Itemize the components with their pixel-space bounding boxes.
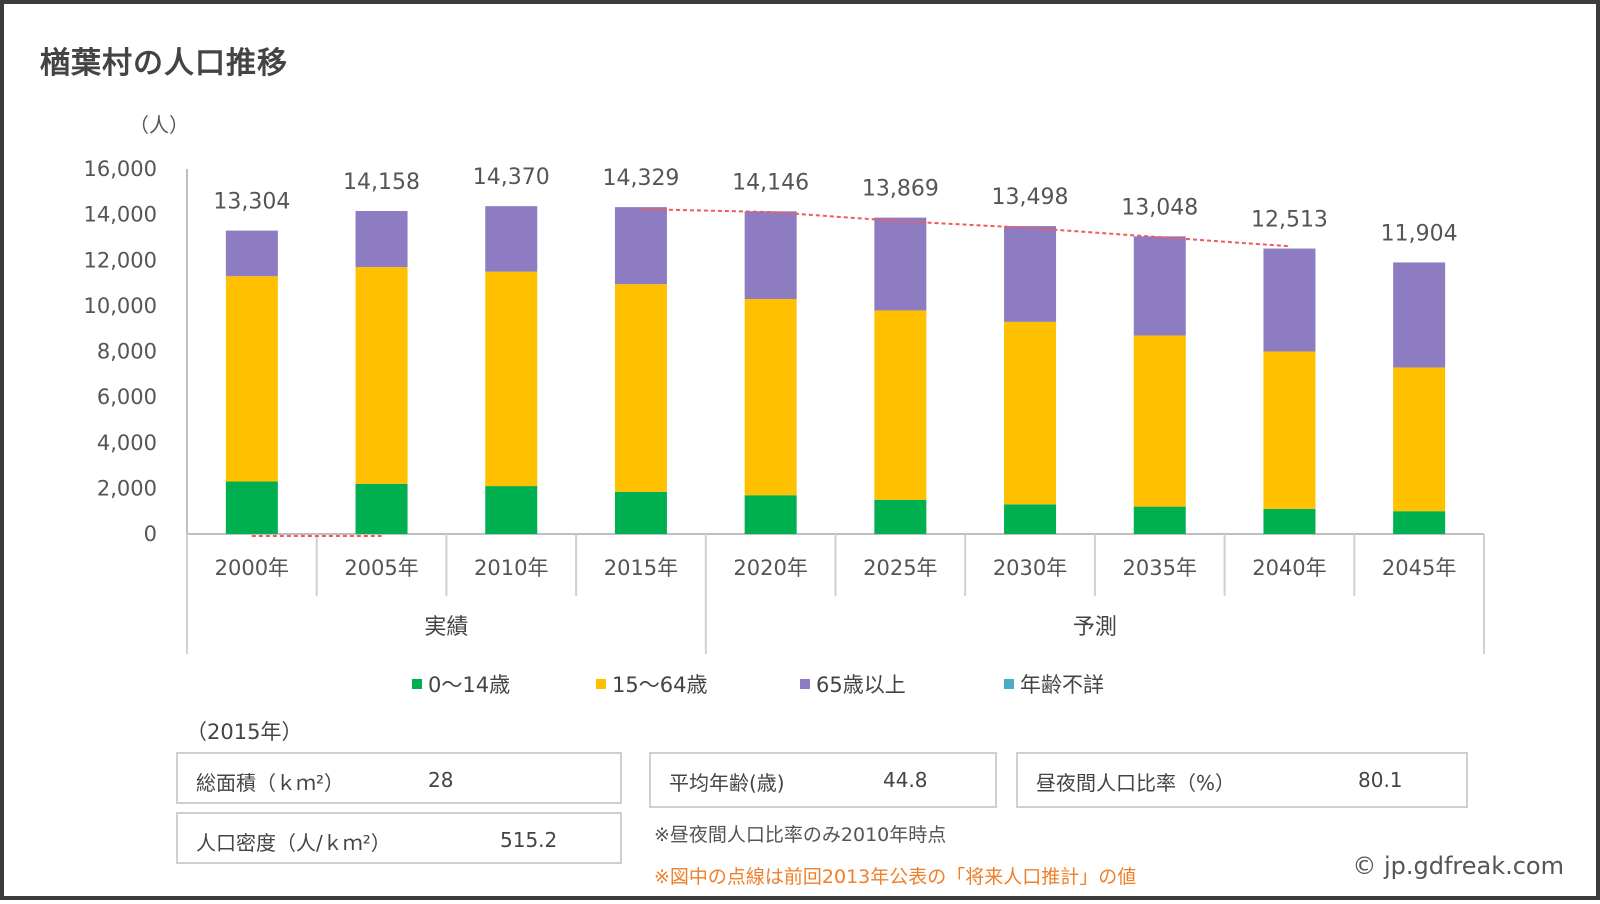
- bar-total-label: 13,498: [992, 185, 1069, 210]
- bar-segment: [1133, 335, 1186, 507]
- y-tick-label: 4,000: [97, 431, 157, 455]
- population-chart: （人） 0 2,000 4,000 6,000 8,000 10,000 12,000 14,0…: [84, 113, 1485, 697]
- chart-title: 楢葉村の人口推移: [40, 46, 288, 81]
- bar-segment: [485, 486, 538, 534]
- bar-total-label: 11,904: [1381, 221, 1458, 246]
- info-year-label: （2015年）: [186, 720, 303, 744]
- bar-segment: [744, 495, 797, 534]
- x-tick-label: 2025年: [863, 556, 937, 580]
- bar-total-label: 12,513: [1251, 208, 1328, 233]
- bar-segment: [1004, 321, 1057, 505]
- bar-segment: [1393, 511, 1446, 534]
- bar-segment: [874, 499, 927, 534]
- bar-segment: [355, 483, 408, 534]
- ratio-value: 80.1: [1358, 768, 1403, 792]
- x-tick-label: 2010年: [474, 556, 548, 580]
- legend-label: 65歳以上: [816, 673, 906, 697]
- bar-segment: [1393, 262, 1446, 368]
- note-ratio-year: ※昼夜間人口比率のみ2010年時点: [654, 824, 947, 846]
- bar-segment: [225, 481, 278, 534]
- bar-segment: [614, 284, 667, 492]
- bar-total-label: 14,158: [343, 170, 420, 195]
- bar-total-label: 13,869: [862, 177, 939, 202]
- x-tick-label: 2020年: [733, 556, 807, 580]
- bar-segment: [1133, 236, 1186, 336]
- bar-segment: [874, 217, 927, 311]
- x-tick-label: 2015年: [604, 556, 678, 580]
- bar-segment: [614, 491, 667, 534]
- bar-segment: [1133, 506, 1186, 534]
- bar-segment: [874, 310, 927, 500]
- note-dotted-line: ※図中の点線は前回2013年公表の「将来人口推計」の値: [654, 866, 1137, 888]
- bar-segment: [744, 211, 797, 300]
- y-tick-label: 10,000: [84, 294, 157, 318]
- y-axis-unit: （人）: [129, 113, 189, 137]
- legend-swatch: [800, 679, 810, 689]
- age-box: 平均年齢(歳) 44.8: [649, 752, 997, 808]
- x-tick-label: 2005年: [344, 556, 418, 580]
- legend-label: 0～14歳: [428, 673, 510, 697]
- legend-swatch: [412, 679, 422, 689]
- bar-segment: [355, 267, 408, 484]
- copyright: © jp.gdfreak.com: [1352, 852, 1564, 880]
- x-tick-label: 2035年: [1123, 556, 1197, 580]
- group-label: 実績: [424, 615, 468, 640]
- bar-segment: [1263, 248, 1316, 352]
- y-tick-label: 14,000: [84, 203, 157, 227]
- bar-segment: [485, 206, 538, 272]
- legend-swatch: [1004, 679, 1014, 689]
- ratio-box: 昼夜間人口比率（%） 80.1: [1016, 752, 1468, 808]
- x-tick-label: 2045年: [1382, 556, 1456, 580]
- bar-segment: [225, 230, 278, 277]
- y-tick-label: 2,000: [97, 476, 157, 500]
- x-tick-label: 2000年: [215, 556, 289, 580]
- bar-total-label: 14,370: [473, 165, 550, 190]
- age-label: 平均年齢(歳): [669, 771, 785, 795]
- y-tick-label: 16,000: [84, 157, 157, 181]
- bar-segment: [614, 207, 667, 285]
- area-box: 総面積（ｋｍ²） 28: [176, 752, 622, 804]
- group-label: 予測: [1073, 615, 1117, 640]
- bar-segment: [744, 299, 797, 496]
- y-tick-label: 8,000: [97, 340, 157, 364]
- bar-total-label: 14,146: [732, 170, 809, 195]
- bar-segment: [1393, 367, 1446, 512]
- y-tick-label: 12,000: [84, 248, 157, 272]
- ratio-label: 昼夜間人口比率（%）: [1036, 771, 1236, 795]
- bar-segment: [1263, 351, 1316, 509]
- y-tick-label: 6,000: [97, 385, 157, 409]
- bar-segment: [1004, 226, 1057, 322]
- density-label: 人口密度（人/ｋｍ²）: [196, 831, 391, 855]
- area-value: 28: [428, 768, 454, 792]
- bar-segment: [225, 276, 278, 482]
- age-value: 44.8: [883, 768, 928, 792]
- bar-segment: [355, 211, 408, 268]
- legend-swatch: [596, 679, 606, 689]
- reference-dotted-line: [640, 208, 1290, 248]
- bar-total-label: 13,304: [213, 190, 290, 215]
- bar-segment: [1263, 508, 1316, 534]
- bar-total-label: 13,048: [1121, 195, 1198, 220]
- legend-label: 年齢不詳: [1020, 673, 1104, 697]
- y-tick-label: 0: [144, 522, 157, 546]
- x-tick-label: 2030年: [993, 556, 1067, 580]
- bar-total-label: 14,329: [602, 166, 679, 191]
- bar-segment: [1004, 504, 1057, 534]
- x-tick-label: 2040年: [1252, 556, 1326, 580]
- density-box: 人口密度（人/ｋｍ²） 515.2: [176, 812, 622, 864]
- bar-segment: [485, 271, 538, 487]
- legend-label: 15～64歳: [612, 673, 707, 697]
- density-value: 515.2: [500, 828, 558, 852]
- area-label: 総面積（ｋｍ²）: [196, 771, 345, 795]
